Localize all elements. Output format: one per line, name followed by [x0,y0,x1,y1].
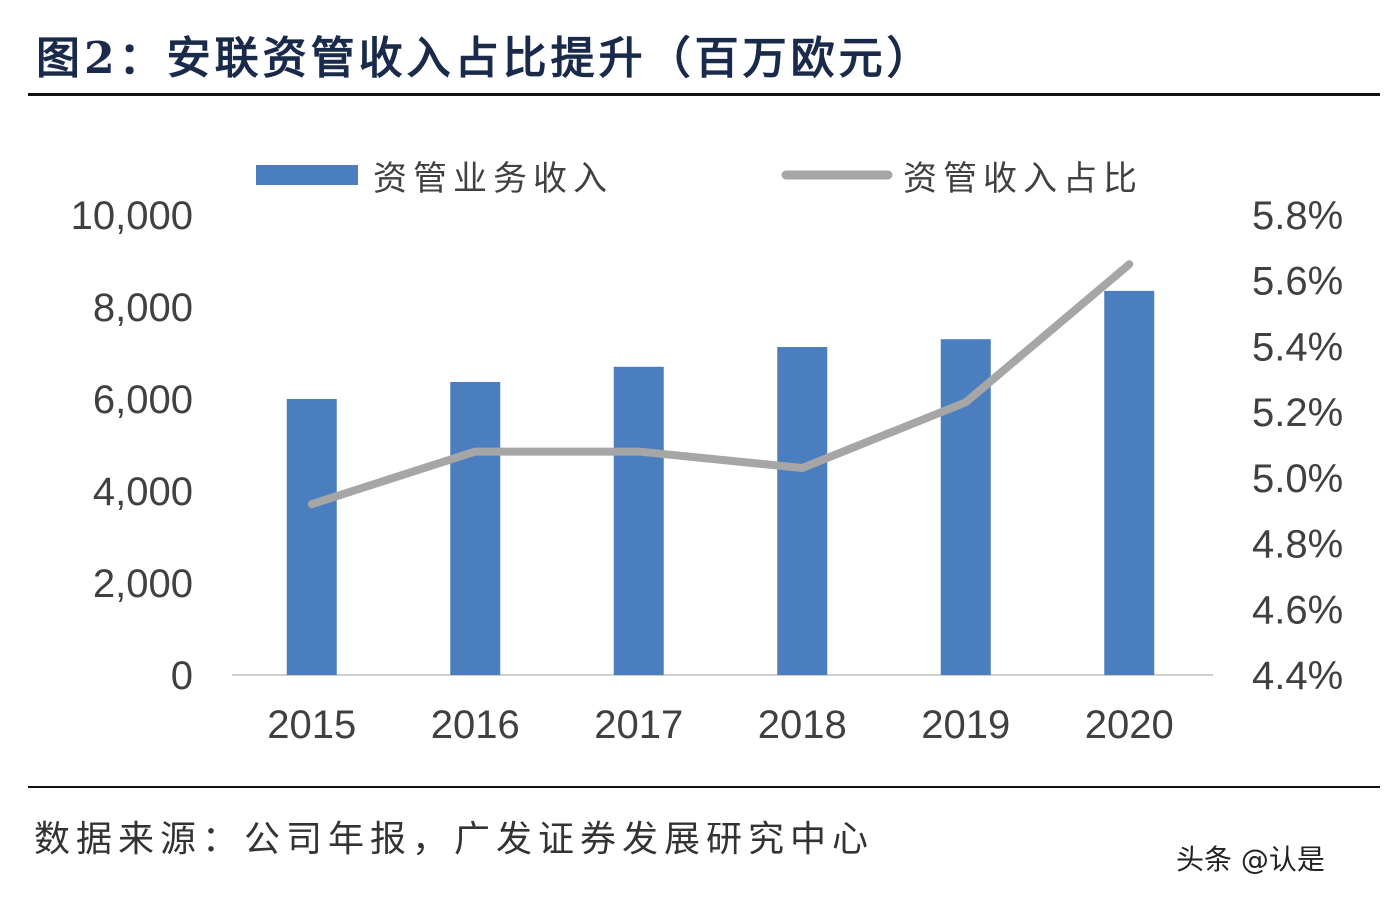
bar-2017 [613,366,664,675]
right-tick-label: 5.4% [1252,325,1343,369]
x-tick-label: 2020 [1085,703,1174,747]
bar-2015 [286,399,337,675]
x-tick-label: 2018 [758,703,847,747]
bar-2019 [940,339,991,675]
watermark: 头条 @认是 [1176,843,1325,876]
right-tick-label: 5.8% [1252,194,1343,238]
left-tick-label: 8,000 [93,286,193,330]
bottom-rule [28,786,1380,788]
bar-2018 [777,347,828,675]
x-tick-label: 2017 [594,703,683,747]
left-tick-label: 4,000 [93,470,193,514]
legend-line-label: 资管收入占比 [903,160,1143,198]
legend-bar-swatch [256,165,358,185]
source-note: 数据来源：公司年报，广发证券发展研究中心 [34,819,875,860]
right-tick-label: 5.0% [1252,457,1343,501]
bar-2016 [450,381,501,675]
right-tick-label: 4.4% [1252,654,1343,698]
legend-bar-label: 资管业务收入 [373,160,613,198]
right-tick-label: 4.8% [1252,523,1343,567]
x-tick-label: 2019 [921,703,1010,747]
left-tick-label: 6,000 [93,378,193,422]
line-series [307,260,1134,509]
right-tick-label: 5.2% [1252,391,1343,435]
right-tick-label: 5.6% [1252,260,1343,304]
left-tick-label: 2,000 [93,562,193,606]
x-tick-label: 2015 [267,703,356,747]
right-tick-label: 4.6% [1252,588,1343,632]
figure-title: 图2：安联资管收入占比提升（百万欧元） [36,33,935,84]
left-tick-label: 10,000 [71,194,193,238]
top-rule [28,93,1380,96]
bar-2020 [1104,290,1155,675]
x-tick-label: 2016 [431,703,520,747]
left-tick-label: 0 [171,654,193,698]
